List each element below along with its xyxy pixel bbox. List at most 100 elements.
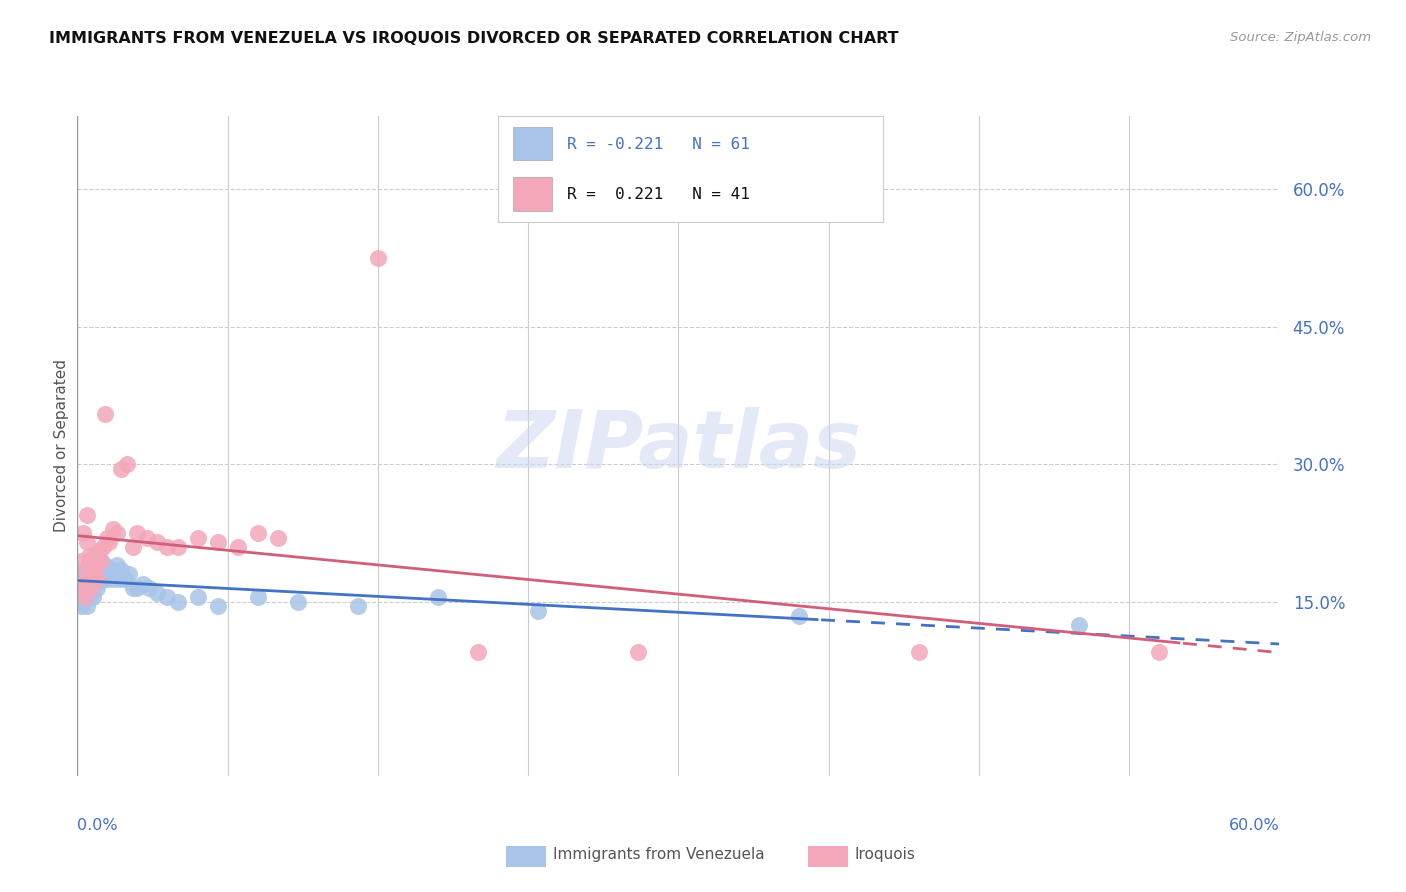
Point: [76, 572, 98, 586]
Point: [104, 567, 127, 582]
Point: [156, 591, 179, 605]
Point: [75, 591, 97, 605]
Point: [84, 576, 107, 591]
Point: [114, 572, 136, 586]
Point: [67, 581, 90, 595]
Text: Iroquois: Iroquois: [855, 847, 915, 862]
Point: [122, 540, 145, 554]
Point: [79, 581, 101, 595]
Point: [166, 540, 188, 554]
Point: [67, 591, 90, 605]
Point: [187, 531, 209, 545]
Point: [108, 572, 131, 586]
Point: [75, 563, 97, 577]
Point: [86, 553, 108, 567]
Point: [80, 572, 103, 586]
Point: [118, 567, 141, 582]
Point: [787, 608, 810, 623]
Point: [347, 599, 370, 614]
Point: [75, 591, 97, 605]
Point: [100, 563, 122, 577]
Point: [146, 535, 169, 549]
Point: [80, 585, 103, 599]
Point: [127, 581, 149, 595]
Point: [72, 595, 94, 609]
Point: [98, 567, 121, 582]
Point: [627, 645, 650, 659]
Point: [86, 558, 108, 573]
Point: [98, 535, 121, 549]
Text: 0.0%: 0.0%: [77, 818, 118, 832]
Point: [166, 595, 188, 609]
Point: [72, 567, 94, 582]
Point: [226, 540, 249, 554]
Point: [146, 585, 169, 599]
Point: [79, 567, 101, 582]
Point: [103, 522, 125, 536]
Point: [82, 563, 104, 577]
Point: [110, 462, 132, 476]
Point: [82, 591, 104, 605]
Point: [72, 572, 94, 586]
Point: [156, 540, 179, 554]
Point: [75, 576, 97, 591]
Text: ZIPatlas: ZIPatlas: [496, 407, 860, 485]
Point: [79, 549, 101, 563]
Text: IMMIGRANTS FROM VENEZUELA VS IROQUOIS DIVORCED OR SEPARATED CORRELATION CHART: IMMIGRANTS FROM VENEZUELA VS IROQUOIS DI…: [49, 31, 898, 46]
Point: [267, 531, 290, 545]
Point: [80, 581, 103, 595]
Point: [187, 591, 209, 605]
Point: [80, 572, 103, 586]
Y-axis label: Divorced or Separated: Divorced or Separated: [53, 359, 69, 533]
Point: [527, 604, 550, 618]
Point: [138, 581, 160, 595]
Point: [127, 526, 149, 541]
Point: [107, 526, 129, 541]
Point: [82, 567, 104, 582]
Point: [132, 576, 155, 591]
Point: [107, 558, 129, 573]
Point: [207, 599, 229, 614]
Point: [70, 553, 93, 567]
Point: [93, 572, 115, 586]
Point: [82, 576, 104, 591]
Point: [79, 558, 101, 573]
Text: Immigrants from Venezuela: Immigrants from Venezuela: [553, 847, 765, 862]
Point: [76, 599, 98, 614]
Point: [110, 563, 132, 577]
Point: [94, 567, 117, 582]
Point: [96, 563, 118, 577]
Point: [427, 591, 450, 605]
Point: [1069, 617, 1091, 632]
Point: [246, 526, 269, 541]
Point: [122, 581, 145, 595]
Point: [72, 526, 94, 541]
Point: [96, 572, 118, 586]
Point: [136, 531, 159, 545]
Point: [467, 645, 489, 659]
Text: 60.0%: 60.0%: [1229, 818, 1279, 832]
Point: [76, 585, 98, 599]
Point: [89, 563, 111, 577]
Point: [89, 544, 111, 558]
Point: [117, 458, 139, 472]
Point: [246, 591, 269, 605]
Point: [93, 563, 115, 577]
Text: Source: ZipAtlas.com: Source: ZipAtlas.com: [1230, 31, 1371, 45]
Point: [79, 553, 101, 567]
Point: [94, 407, 117, 421]
Point: [70, 599, 93, 614]
Point: [90, 553, 112, 567]
Point: [90, 567, 112, 582]
Point: [1149, 645, 1171, 659]
Point: [96, 531, 118, 545]
Point: [94, 558, 117, 573]
Point: [70, 581, 93, 595]
Point: [76, 535, 98, 549]
Point: [76, 508, 98, 522]
Point: [367, 251, 389, 265]
Point: [89, 572, 111, 586]
Point: [86, 572, 108, 586]
Point: [84, 558, 107, 573]
Point: [207, 535, 229, 549]
